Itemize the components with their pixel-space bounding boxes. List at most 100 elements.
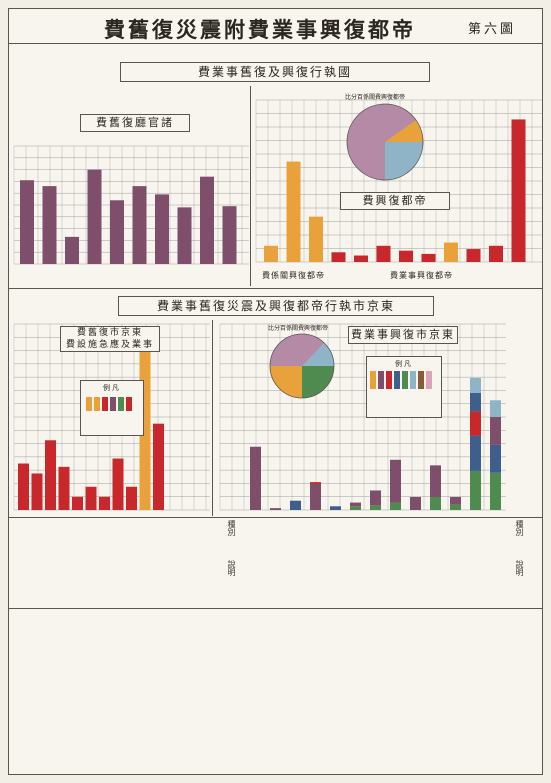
bottom-divider	[212, 320, 213, 516]
legend-left: 例凡	[80, 380, 144, 436]
legend-right-title: 例凡	[395, 360, 413, 368]
chart-ministries	[13, 145, 249, 265]
desc-columns-right	[240, 518, 510, 606]
middle-rule	[8, 288, 543, 289]
bar-ministry-3	[87, 169, 102, 264]
bar-tokyo-restore-8	[126, 486, 137, 510]
bar-tokyo-restore-3	[58, 466, 70, 510]
pie2-slice-green	[302, 366, 334, 398]
bar-ministry-0	[20, 180, 34, 264]
chart-tokyo-restoration	[13, 323, 210, 511]
bar-ministry-1	[42, 186, 57, 264]
top-divider	[250, 86, 251, 286]
row-label-type-right: 種別	[515, 520, 524, 536]
bar-ministry-8	[200, 176, 214, 264]
bottom-left-box-line1: 費舊復市京東	[76, 328, 143, 338]
bar-tokyo-recon-2-0	[290, 500, 301, 510]
bar-tokyo-recon-9-1	[430, 465, 441, 497]
bar-tokyo-recon-12-0	[490, 472, 501, 510]
bar-tokyo-restore-7	[112, 458, 124, 510]
bar-tokyo-recon-6-1	[370, 490, 381, 506]
bar-ministry-6	[155, 194, 169, 264]
figure-number: 第六圖	[468, 22, 517, 37]
bar-tokyo-restore-5	[85, 486, 97, 510]
bar-ministry-4	[110, 200, 124, 264]
bar-tokyo-recon-3-0	[310, 483, 321, 510]
bar-ministry-5	[132, 186, 147, 264]
bar-capital-9	[466, 249, 481, 262]
bar-tokyo-recon-7-1	[390, 459, 401, 503]
pie2-slice-blue	[302, 343, 334, 366]
legend-left-title: 例凡	[103, 384, 121, 392]
bottom-right-label: 費業事興復都帝	[390, 271, 453, 280]
bar-tokyo-restore-2	[45, 440, 56, 510]
bar-ministry-2	[65, 236, 79, 264]
top-pie-title: 比分百係關費興復都帝	[345, 94, 406, 101]
top-left-box: 費舊復廳官諸	[80, 114, 190, 132]
bar-tokyo-recon-8-0	[410, 496, 421, 510]
bar-capital-7	[421, 253, 436, 262]
legend-right-swatches	[370, 371, 432, 389]
desc-bottom-rule	[8, 608, 543, 609]
bar-tokyo-restore-9	[139, 344, 151, 510]
bar-tokyo-recon-12-2	[490, 417, 501, 445]
pie-slice-blue	[385, 142, 423, 180]
bottom-pie-chart	[269, 333, 335, 399]
title-rule	[8, 43, 543, 44]
bar-ministry-7	[177, 207, 192, 264]
bar-tokyo-recon-5-1	[350, 502, 361, 507]
bar-tokyo-recon-5-0	[350, 506, 361, 510]
bar-tokyo-recon-0-0	[250, 446, 261, 510]
top-pie-chart	[346, 103, 424, 181]
chart-imperial-capital	[255, 99, 542, 263]
bar-tokyo-recon-9-0	[430, 496, 441, 510]
bar-tokyo-restore-1	[31, 473, 43, 510]
page-title: 費舊復災震附費業事興復都帝	[104, 17, 416, 42]
bottom-right-box: 費業事興復市京東	[348, 326, 458, 344]
bottom-section-heading: 費業事舊復災震及興復都帝行執市京東	[118, 296, 434, 316]
bar-capital-5	[376, 245, 391, 262]
bar-tokyo-restore-0	[18, 463, 29, 510]
bar-tokyo-recon-6-0	[370, 505, 381, 510]
row-label-type-left: 種別	[227, 520, 236, 536]
bar-tokyo-recon-10-1	[450, 496, 461, 505]
row-label-desc-left: 說明	[227, 560, 236, 576]
bar-tokyo-recon-3-1	[310, 482, 321, 484]
legend-left-swatches	[86, 397, 132, 411]
bar-capital-3	[331, 252, 346, 262]
chart-tokyo-reconstruction	[219, 323, 506, 511]
bottom-pie-title: 比分百係關費興復都帝	[268, 325, 329, 332]
notes-block	[20, 614, 530, 764]
bar-capital-11	[511, 119, 526, 262]
desc-columns-left	[10, 518, 222, 606]
bar-capital-1	[286, 161, 301, 262]
bar-tokyo-recon-12-3	[490, 400, 501, 417]
bar-tokyo-recon-10-0	[450, 504, 461, 510]
bar-capital-8	[444, 242, 458, 262]
bar-tokyo-recon-11-0	[470, 470, 481, 510]
pie2-slice-orange	[270, 366, 302, 398]
bar-tokyo-recon-11-4	[470, 377, 481, 393]
bar-tokyo-recon-11-2	[470, 411, 481, 436]
desc-top-rule	[8, 517, 543, 518]
bar-capital-6	[399, 250, 413, 262]
bar-tokyo-recon-7-0	[390, 502, 401, 510]
bar-tokyo-restore-4	[72, 496, 83, 510]
bar-tokyo-recon-1-0	[270, 508, 281, 510]
bar-tokyo-recon-11-1	[470, 435, 481, 471]
bar-tokyo-recon-11-3	[470, 392, 481, 412]
legend-right: 例凡	[366, 356, 442, 418]
top-right-box: 費興復都帝	[340, 192, 450, 210]
pie-slice-orange	[385, 120, 423, 142]
bar-tokyo-restore-6	[99, 496, 110, 510]
row-label-desc-right: 說明	[515, 560, 524, 576]
bottom-left-box-line2: 費設施急應及業事	[65, 340, 154, 350]
bar-tokyo-restore-10	[153, 423, 164, 510]
bottom-left-box: 費舊復市京東 費設施急應及業事	[60, 326, 160, 352]
top-section-heading: 費業事舊復及興復行執國	[120, 62, 430, 82]
bar-tokyo-recon-4-0	[330, 506, 341, 510]
bar-ministry-9	[222, 206, 237, 264]
bar-capital-0	[264, 245, 278, 262]
bar-capital-10	[489, 245, 503, 262]
bar-capital-4	[354, 255, 368, 262]
